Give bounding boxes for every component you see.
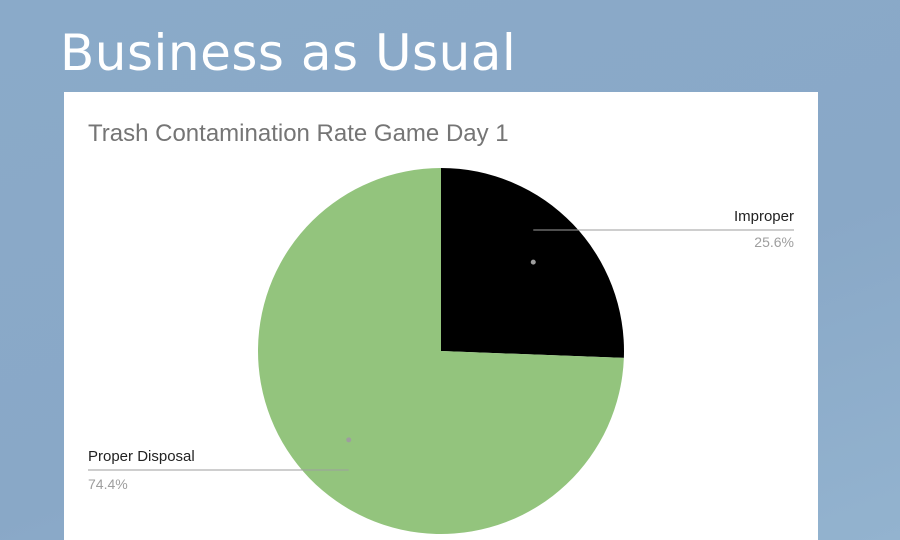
chart-title: Trash Contamination Rate Game Day 1	[88, 120, 509, 147]
leader-dot-proper-disposal	[346, 437, 352, 443]
pie-slice-proper-disposal	[258, 168, 624, 534]
leader-dot-improper	[530, 259, 536, 265]
chart-card: Trash Contamination Rate Game Day 1 Impr…	[64, 92, 818, 540]
slice-percent-improper: 25.6%	[754, 234, 794, 250]
pie-slices	[258, 168, 624, 534]
slice-label-proper-disposal: Proper Disposal	[88, 448, 195, 465]
leader-lines	[88, 229, 794, 471]
slice-percent-proper-disposal: 74.4%	[88, 476, 128, 492]
slice-label-improper: Improper	[733, 208, 794, 225]
pie-chart	[88, 168, 794, 534]
slide-title: Business as Usual	[60, 24, 517, 82]
